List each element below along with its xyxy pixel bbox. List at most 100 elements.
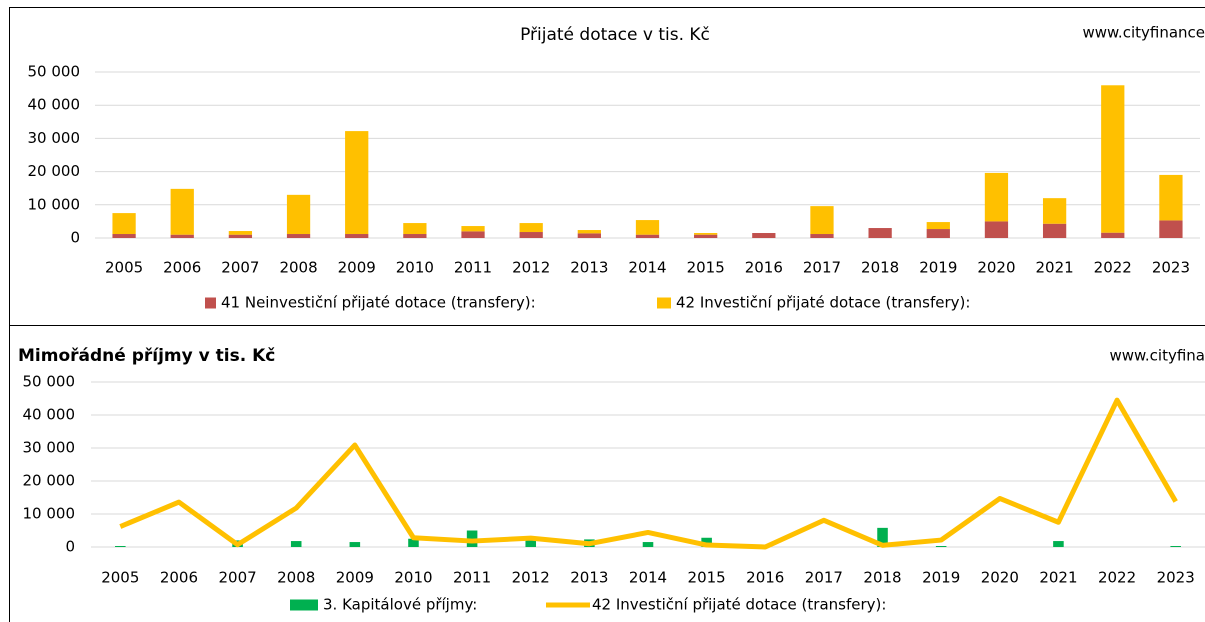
bar <box>635 234 660 238</box>
x-tick-label: 2018 <box>863 569 901 587</box>
y-tick-label: 40 000 <box>23 406 76 424</box>
x-tick-label: 2007 <box>218 569 256 587</box>
x-tick-label: 2007 <box>221 259 259 277</box>
bar <box>408 538 419 547</box>
watermark: www.cityfinance <box>1083 24 1205 42</box>
x-tick-label: 2022 <box>1094 259 1132 277</box>
bar <box>1170 546 1181 547</box>
bar <box>170 234 194 238</box>
bar <box>926 229 950 238</box>
x-tick-label: 2012 <box>512 259 550 277</box>
watermark: www.cityfina <box>1109 347 1205 365</box>
bar <box>701 537 712 547</box>
y-tick-label: 20 000 <box>23 472 76 490</box>
y-tick-label: 0 <box>65 538 75 556</box>
y-tick-label: 10 000 <box>28 195 81 213</box>
y-tick-label: 20 000 <box>28 162 81 180</box>
bar <box>1053 541 1064 547</box>
x-tick-label: 2023 <box>1152 259 1190 277</box>
bar <box>345 234 369 238</box>
bar <box>115 546 126 547</box>
x-tick-label: 2011 <box>453 569 491 587</box>
x-tick-label: 2020 <box>981 569 1019 587</box>
x-tick-label: 2013 <box>570 259 608 277</box>
legend-swatch <box>290 599 318 611</box>
bar <box>228 234 253 238</box>
x-tick-label: 2015 <box>687 259 725 277</box>
bar <box>519 232 543 238</box>
bar <box>461 231 485 238</box>
bar <box>525 540 537 547</box>
bar <box>1159 220 1183 238</box>
x-tick-label: 2005 <box>101 569 139 587</box>
bar <box>635 220 660 235</box>
x-tick-label: 2010 <box>394 569 432 587</box>
bar <box>577 233 601 238</box>
x-tick-label: 2013 <box>570 569 608 587</box>
x-tick-label: 2021 <box>1039 569 1077 587</box>
bar <box>694 233 718 235</box>
bar <box>868 228 892 238</box>
y-tick-label: 50 000 <box>23 373 76 391</box>
bar <box>1159 174 1183 221</box>
x-tick-label: 2006 <box>163 259 201 277</box>
x-tick-label: 2017 <box>803 259 841 277</box>
x-tick-label: 2015 <box>688 569 726 587</box>
chart-frame <box>9 7 1205 326</box>
chart-frame <box>9 325 1205 622</box>
chart-title: Přijaté dotace v tis. Kč <box>520 25 710 45</box>
bar <box>1042 223 1067 238</box>
bar <box>1042 198 1067 224</box>
legend-label: 42 Investiční přijaté dotace (transfery)… <box>592 596 886 614</box>
line <box>119 397 1178 550</box>
y-tick-label: 40 000 <box>28 96 81 114</box>
x-tick-label: 2012 <box>512 569 550 587</box>
bar <box>112 234 136 238</box>
bar <box>112 213 136 235</box>
y-tick-label: 0 <box>70 229 80 247</box>
legend-swatch <box>657 297 671 309</box>
x-tick-label: 2017 <box>805 569 843 587</box>
bar <box>345 131 369 235</box>
x-tick-label: 2008 <box>279 259 317 277</box>
y-tick-label: 30 000 <box>28 129 81 147</box>
x-tick-label: 2010 <box>396 259 434 277</box>
bar <box>810 206 834 235</box>
x-tick-label: 2016 <box>746 569 784 587</box>
bar <box>461 226 485 232</box>
bar <box>984 172 1009 222</box>
bar <box>1101 85 1125 233</box>
bar <box>877 527 888 547</box>
y-tick-label: 30 000 <box>23 439 76 457</box>
x-tick-label: 2020 <box>977 259 1015 277</box>
bar <box>810 234 834 238</box>
x-tick-label: 2009 <box>338 259 376 277</box>
x-tick-label: 2008 <box>277 569 315 587</box>
bar <box>1101 232 1125 238</box>
x-tick-label: 2006 <box>160 569 198 587</box>
bar <box>752 233 776 238</box>
bar <box>577 230 601 234</box>
bar <box>290 541 302 547</box>
x-tick-label: 2021 <box>1036 259 1074 277</box>
legend-label: 42 Investiční přijaté dotace (transfery)… <box>676 294 970 312</box>
bar <box>926 222 950 230</box>
legend-label: 3. Kapitálové příjmy: <box>323 596 477 614</box>
bar <box>403 234 427 238</box>
x-tick-label: 2016 <box>745 259 783 277</box>
bar <box>642 542 654 547</box>
bar <box>935 546 947 547</box>
x-tick-label: 2014 <box>629 569 667 587</box>
legend-swatch <box>205 297 216 309</box>
bar <box>286 234 311 238</box>
bar <box>519 223 543 233</box>
bar <box>228 231 253 235</box>
x-tick-label: 2005 <box>105 259 143 277</box>
chart-title: Mimořádné příjmy v tis. Kč <box>18 346 275 366</box>
x-tick-label: 2014 <box>628 259 666 277</box>
x-tick-label: 2011 <box>454 259 492 277</box>
y-tick-label: 50 000 <box>28 63 81 81</box>
x-tick-label: 2022 <box>1098 569 1136 587</box>
x-tick-label: 2019 <box>922 569 960 587</box>
